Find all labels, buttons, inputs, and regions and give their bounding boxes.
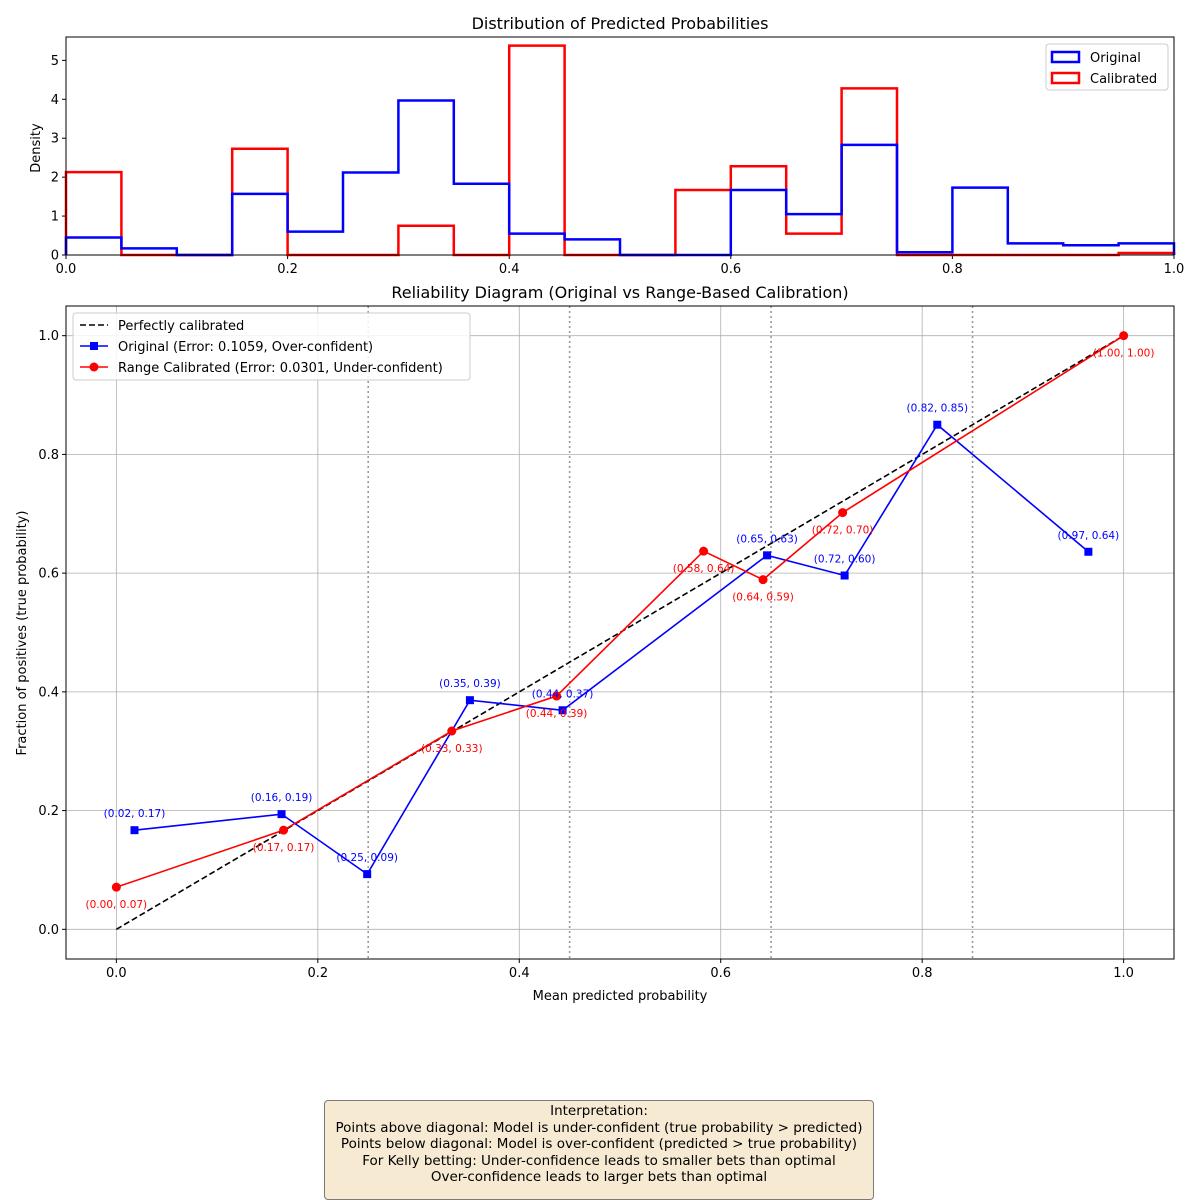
calibrated-point-label: (1.00, 1.00) [1093,348,1155,360]
histogram-y-tick-label: 4 [51,93,59,108]
reliability-y-tick-label: 0.2 [38,804,59,819]
reliability-point-labels: (0.02, 0.17) (0.16, 0.19) (0.25, 0.09) (0.3… [86,348,1155,911]
reliability-x-axis-label: Mean predicted probability [533,989,708,1004]
reliability-y-tick-label: 0.6 [38,567,59,582]
legend-swatch-circle [89,362,99,372]
reliability-title: Reliability Diagram (Original vs Range-B… [391,283,848,302]
histogram-x-tick-label: 0.4 [499,262,520,277]
original-point-label: (0.97, 0.64) [1058,530,1120,542]
histogram-y-tick-label: 5 [51,54,59,69]
original-point-label: (0.82, 0.85) [906,403,968,415]
reliability-x-tick-label: 1.0 [1113,966,1134,981]
original-point-marker [465,696,474,705]
reliability-frame [65,305,1175,960]
histogram-y-tick-label: 2 [51,171,59,186]
reliability-legend: Perfectly calibrated Original (Error: 0.1… [72,312,471,381]
histogram-x-tick-label: 0.8 [942,262,963,277]
histogram-ticks: 0.0 0.2 0.4 0.6 0.8 1.0 0 1 2 3 4 5 [51,54,1185,277]
reliability-x-tick-label: 0.4 [509,966,530,981]
histogram-legend-label: Original [1090,51,1141,66]
histogram-panel: Distribution of Predicted Probabilities … [29,14,1184,277]
interpretation-line-3: For Kelly betting: Under-confidence lead… [362,1152,836,1169]
reliability-x-tick-label: 0.0 [106,966,127,981]
legend-label-series: Range Calibrated (Error: 0.0301, Under-c… [118,361,443,376]
reliability-grid [66,306,1174,959]
original-point-label: (0.16, 0.19) [251,792,313,804]
calibrated-point-marker [552,691,562,701]
reliability-series [111,331,1129,931]
original-point-marker [1084,547,1093,556]
interpretation-line-2: Points below diagonal: Model is over-con… [340,1136,858,1152]
interpretation-line-4: Over-confidence leads to larger bets tha… [430,1169,768,1185]
original-point-label: (0.72, 0.60) [814,554,876,566]
legend-label-series: Original (Error: 0.1059, Over-confident) [118,340,373,355]
calibrated-point-label: (0.33, 0.33) [421,743,483,755]
original-point-label: (0.44, 0.37) [532,688,594,700]
histogram-legend-label: Calibrated [1090,72,1157,87]
histogram-legend-swatch [1050,71,1081,85]
interpretation-line-1: Points above diagonal: Model is under-co… [335,1119,863,1136]
histogram-series [64,44,1176,257]
reliability-x-tick-label: 0.8 [912,966,933,981]
reliability-panel: Reliability Diagram (Original vs Range-B… [15,283,1175,1004]
calibrated-point-label: (0.58, 0.64) [673,563,735,575]
histogram-x-tick-label: 1.0 [1164,262,1185,277]
original-point-label: (0.65, 0.63) [736,533,798,545]
legend-swatch-square [90,342,98,350]
reliability-x-tick-label: 0.6 [710,966,731,981]
reliability-range-boundaries [367,306,974,959]
interpretation-box: Interpretation: Points above diagonal: M… [324,1100,874,1200]
histogram-legend-swatch [1050,50,1081,64]
legend-label-diagonal: Perfectly calibrated [118,319,244,334]
original-point-label: (0.35, 0.39) [439,678,501,690]
histogram-y-tick-label: 1 [51,210,59,225]
histogram-legend: Original Calibrated [1045,43,1169,91]
calibrated-point-marker [699,546,709,556]
original-point-marker [933,420,942,429]
histogram-y-axis-label: Density [29,123,44,173]
reliability-y-tick-label: 1.0 [38,329,59,344]
histogram-title: Distribution of Predicted Probabilities [472,14,769,33]
original-series-line [134,423,1089,876]
histogram-x-tick-label: 0.0 [56,262,77,277]
histogram-frame [65,36,1175,256]
calibrated-point-label: (0.17, 0.17) [253,842,315,854]
original-point-marker [277,810,286,819]
histogram-step-original [64,99,1176,257]
reliability-ticks: 0.0 0.2 0.4 0.6 0.8 1.0 0.0 0.2 0.4 0.6 0.8 1.0 [38,329,1134,981]
calibrated-point-label: (0.00, 0.07) [86,899,148,911]
reliability-legend-frame [72,312,471,381]
reliability-y-tick-label: 0.4 [38,685,59,700]
reliability-y-tick-label: 0.8 [38,448,59,463]
calibrated-point-label: (0.64, 0.59) [732,592,794,604]
calibrated-point-marker [838,508,848,518]
calibrated-point-label: (0.44, 0.39) [526,708,588,720]
interpretation-title: Interpretation: [550,1103,648,1119]
histogram-x-tick-label: 0.6 [720,262,741,277]
reliability-x-tick-label: 0.2 [307,966,328,981]
histogram-x-tick-label: 0.2 [277,262,298,277]
calibrated-point-marker [279,825,289,835]
calibrated-point-marker [1119,331,1129,341]
reliability-y-tick-label: 0.0 [38,923,59,938]
calibrated-series-line [116,335,1125,888]
original-point-label: (0.02, 0.17) [104,808,166,820]
original-point-marker [130,826,139,835]
calibrated-point-marker [447,726,457,736]
histogram-y-tick-label: 0 [51,249,59,264]
calibrated-point-marker [111,882,121,892]
original-point-marker [763,551,772,560]
original-point-label: (0.25, 0.09) [336,852,398,864]
original-point-marker [840,571,849,580]
histogram-y-tick-label: 3 [51,132,59,147]
histogram-legend-frame [1045,43,1169,91]
original-point-marker [558,706,567,715]
calibrated-point-marker [758,575,768,585]
original-point-marker [363,870,372,879]
reliability-y-axis-label: Fraction of positives (true probability) [15,511,30,756]
calibrated-point-label: (0.72, 0.70) [812,525,874,537]
